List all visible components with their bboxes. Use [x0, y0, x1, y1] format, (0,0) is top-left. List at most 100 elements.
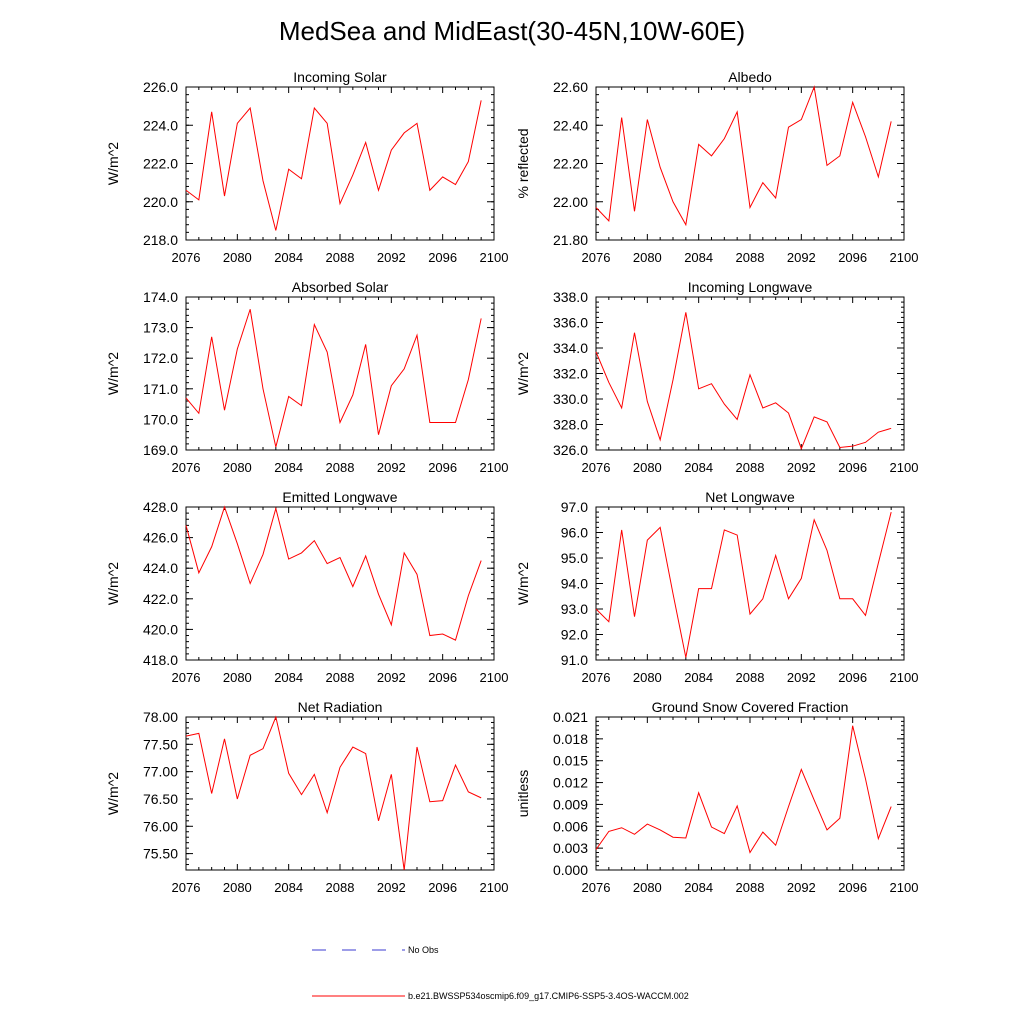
y-tick-label: 224.0: [143, 117, 178, 133]
y-axis-label: % reflected: [515, 128, 531, 198]
y-tick-label: 77.00: [143, 764, 178, 780]
x-tick-label: 2096: [428, 880, 457, 895]
x-tick-label: 2092: [787, 250, 816, 265]
x-tick-label: 2096: [838, 250, 867, 265]
x-tick-label: 2092: [377, 460, 406, 475]
y-tick-label: 91.0: [561, 652, 588, 668]
series-line: [185, 715, 482, 871]
y-tick-label: 0.012: [553, 775, 588, 791]
x-tick-label: 2100: [890, 250, 919, 265]
x-tick-label: 2080: [223, 880, 252, 895]
panel-emitted-longwave: Emitted Longwave W/m^2 2076 2080 2084 2088 209…: [105, 489, 508, 685]
y-tick-label: 76.00: [143, 818, 178, 834]
panel-net-radiation: Net Radiation W/m^2 2076 2080 2084 2088 2092 20…: [105, 699, 508, 895]
x-tick-label: 2084: [274, 250, 303, 265]
x-tick-label: 2088: [736, 460, 765, 475]
panel-title: Net Longwave: [705, 489, 795, 505]
x-tick-label: 2096: [838, 670, 867, 685]
x-tick-label: 2080: [223, 670, 252, 685]
series-line: [185, 100, 482, 231]
x-tick-label: 2092: [377, 670, 406, 685]
x-tick-label: 2088: [736, 250, 765, 265]
y-tick-label: 422.0: [143, 591, 178, 607]
x-tick-label: 2100: [890, 460, 919, 475]
panel-title: Albedo: [728, 69, 772, 85]
y-tick-label: 418.0: [143, 652, 178, 668]
x-tick-label: 2076: [582, 670, 611, 685]
y-tick-label: 0.018: [553, 731, 588, 747]
x-tick-label: 2076: [172, 250, 201, 265]
x-tick-label: 2088: [326, 880, 355, 895]
x-tick-label: 2092: [787, 460, 816, 475]
y-tick-label: 328.0: [553, 417, 588, 433]
y-axis-label: W/m^2: [515, 562, 531, 605]
plot-frame: [595, 86, 905, 241]
x-tick-label: 2084: [684, 880, 713, 895]
y-axis-label: W/m^2: [515, 352, 531, 395]
x-tick-label: 2092: [377, 250, 406, 265]
y-axis-label: W/m^2: [105, 562, 121, 605]
y-tick-label: 75.50: [143, 846, 178, 862]
panel-title: Absorbed Solar: [292, 279, 389, 295]
y-tick-label: 92.0: [561, 627, 588, 643]
series-line: [595, 511, 892, 658]
y-axis-label: W/m^2: [105, 142, 121, 185]
panel-ground-snow-covered-fraction: Ground Snow Covered Fraction unitless 2076…: [515, 699, 918, 895]
x-tick-label: 2096: [428, 460, 457, 475]
x-tick-label: 2096: [838, 880, 867, 895]
y-tick-label: 76.50: [143, 791, 178, 807]
y-tick-label: 330.0: [553, 391, 588, 407]
x-tick-label: 2100: [480, 250, 509, 265]
figure-title: MedSea and MidEast(30-45N,10W-60E): [279, 16, 745, 46]
x-tick-label: 2080: [223, 250, 252, 265]
y-tick-label: 96.0: [561, 525, 588, 541]
panel-albedo: Albedo % reflected 2076 2080 2084 2088 2092 209…: [515, 69, 918, 265]
y-tick-label: 21.80: [553, 232, 588, 248]
y-tick-label: 22.60: [553, 79, 588, 95]
x-tick-label: 2096: [428, 670, 457, 685]
series-line: [185, 309, 482, 448]
y-tick-label: 22.00: [553, 194, 588, 210]
x-tick-label: 2100: [480, 460, 509, 475]
y-tick-label: 220.0: [143, 194, 178, 210]
y-tick-label: 22.40: [553, 117, 588, 133]
legend-obs-label: No Obs: [408, 945, 439, 955]
y-tick-label: 218.0: [143, 232, 178, 248]
x-tick-label: 2084: [684, 250, 713, 265]
series-line: [595, 725, 892, 854]
x-tick-label: 2100: [480, 670, 509, 685]
y-tick-label: 78.00: [143, 709, 178, 725]
y-tick-label: 0.015: [553, 753, 588, 769]
x-tick-label: 2096: [428, 250, 457, 265]
panel-net-longwave: Net Longwave W/m^2 2076 2080 2084 2088 2092 209…: [515, 489, 918, 685]
y-tick-label: 94.0: [561, 576, 588, 592]
plot-frame: [595, 716, 905, 871]
x-tick-label: 2100: [890, 670, 919, 685]
x-tick-label: 2084: [684, 670, 713, 685]
y-tick-label: 338.0: [553, 289, 588, 305]
x-tick-label: 2084: [274, 880, 303, 895]
y-tick-label: 171.0: [143, 381, 178, 397]
y-tick-label: 420.0: [143, 621, 178, 637]
panel-title: Incoming Longwave: [688, 279, 813, 295]
series-line: [595, 312, 892, 451]
y-tick-label: 336.0: [553, 315, 588, 331]
x-tick-label: 2076: [582, 880, 611, 895]
y-axis-label: W/m^2: [105, 772, 121, 815]
y-tick-label: 426.0: [143, 530, 178, 546]
y-tick-label: 334.0: [553, 340, 588, 356]
x-tick-label: 2092: [787, 880, 816, 895]
legend-model-label: b.e21.BWSSP534oscmip6.f09_g17.CMIP6-SSP5…: [408, 991, 689, 1001]
x-tick-label: 2076: [172, 880, 201, 895]
y-tick-label: 172.0: [143, 350, 178, 366]
x-tick-label: 2080: [633, 670, 662, 685]
y-tick-label: 77.50: [143, 736, 178, 752]
x-tick-label: 2084: [274, 460, 303, 475]
y-tick-label: 424.0: [143, 560, 178, 576]
x-tick-label: 2092: [377, 880, 406, 895]
y-tick-label: 173.0: [143, 320, 178, 336]
y-tick-label: 0.006: [553, 818, 588, 834]
y-tick-label: 95.0: [561, 550, 588, 566]
y-tick-label: 0.003: [553, 840, 588, 856]
legend: No Obs b.e21.BWSSP534oscmip6.f09_g17.CMI…: [312, 945, 689, 1001]
